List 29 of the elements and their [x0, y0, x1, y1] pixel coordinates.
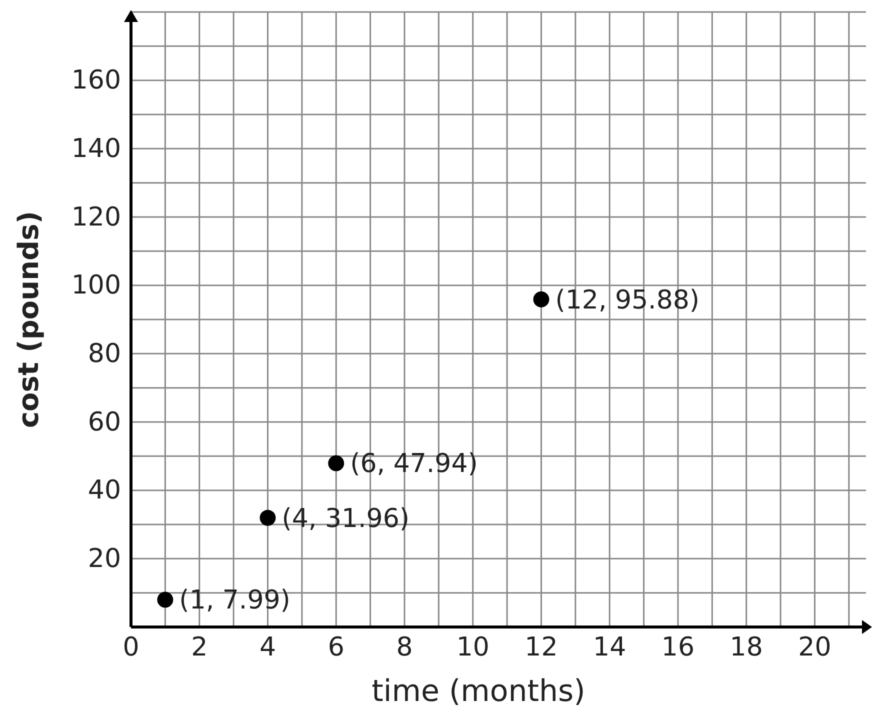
y-axis-title: cost (pounds)	[12, 210, 45, 428]
y-tick-label: 80	[88, 338, 121, 369]
annotation: (12, 95.88)	[555, 285, 700, 316]
x-tick-label: 18	[730, 632, 763, 662]
y-tick-label: 40	[88, 476, 121, 506]
y-tick-label: 100	[71, 270, 121, 301]
annotation: (4, 31.96)	[282, 504, 410, 534]
x-tick-label: 20	[798, 632, 832, 662]
y-tick-label: 160	[71, 66, 121, 96]
y-tick-label: 140	[71, 134, 121, 164]
x-tick-label: 16	[661, 632, 695, 662]
x-tick-label: 10	[456, 632, 490, 662]
x-tick-label: 8	[396, 632, 413, 662]
y-tick-label: 60	[88, 407, 121, 438]
y-tick-label: 120	[71, 202, 121, 232]
x-tick-label: 4	[259, 632, 276, 662]
x-tick-label: 0	[122, 632, 140, 662]
x-tick-label: 12	[524, 632, 558, 662]
point	[533, 291, 550, 308]
x-tick-label: 2	[191, 632, 208, 662]
annotation: (1, 7.99)	[179, 586, 290, 616]
x-axis-title: time (months)	[372, 674, 586, 709]
annotation: (6, 47.94)	[350, 449, 478, 480]
point	[328, 455, 344, 472]
point	[157, 592, 174, 608]
y-tick-label: 20	[88, 544, 121, 574]
point	[260, 510, 276, 526]
x-tick-label: 6	[328, 632, 344, 662]
x-tick-label: 14	[593, 632, 626, 662]
